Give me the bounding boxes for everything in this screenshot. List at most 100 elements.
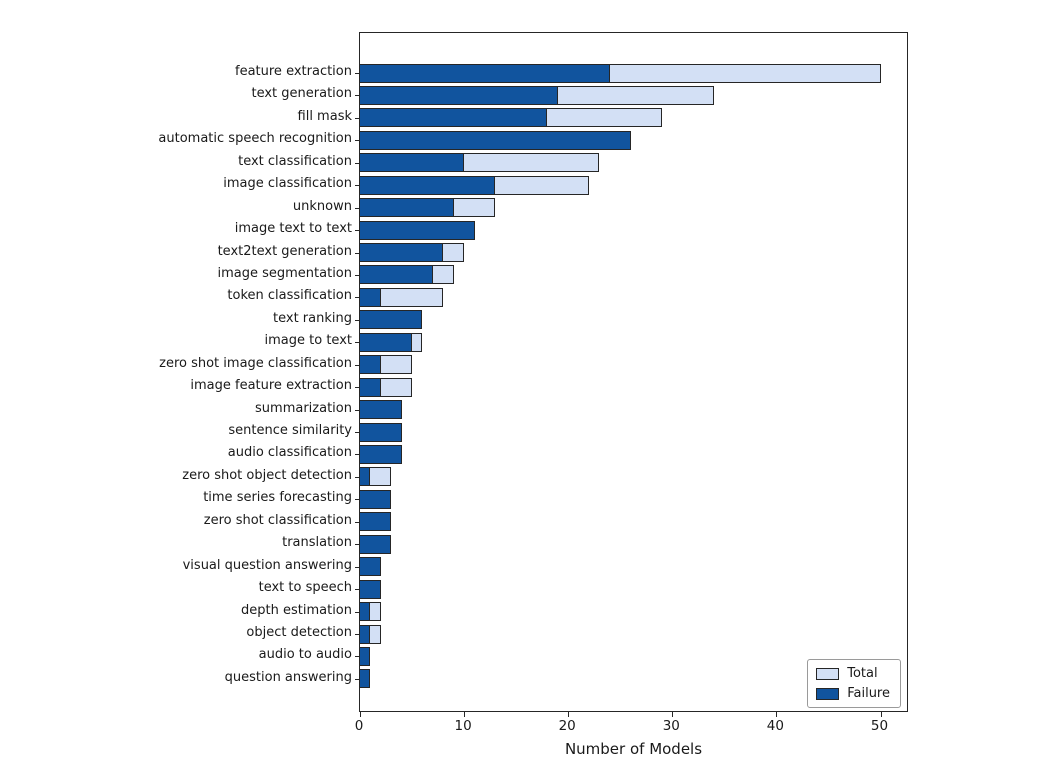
failure-bar — [360, 646, 371, 666]
failure-bar — [360, 63, 610, 83]
y-tick-mark — [355, 611, 359, 613]
category-label: unknown — [292, 198, 352, 214]
y-tick-mark — [355, 566, 359, 568]
category-label: image text to text — [234, 221, 352, 237]
category-label: zero shot classification — [203, 512, 352, 528]
category-label: fill mask — [297, 108, 352, 124]
x-tick-label: 0 — [354, 718, 364, 734]
legend: Total Failure — [807, 659, 901, 708]
category-label: text to speech — [258, 580, 352, 596]
category-label: image to text — [264, 333, 352, 349]
failure-bar — [360, 624, 371, 644]
y-tick-mark — [355, 387, 359, 389]
y-tick-mark — [355, 207, 359, 209]
category-label: image classification — [223, 176, 352, 192]
failure-bar — [360, 579, 381, 599]
y-tick-mark — [355, 342, 359, 344]
category-label: text2text generation — [217, 243, 352, 259]
category-label: audio classification — [227, 445, 352, 461]
legend-entry-failure: Failure — [816, 686, 890, 701]
x-tick-mark — [568, 712, 570, 717]
x-tick-label: 20 — [558, 718, 576, 734]
failure-bar — [360, 512, 392, 532]
y-tick-mark — [355, 678, 359, 680]
x-tick-label: 30 — [662, 718, 680, 734]
failure-bar — [360, 534, 392, 554]
category-label: translation — [282, 535, 352, 551]
x-tick-label: 10 — [454, 718, 472, 734]
category-label: audio to audio — [258, 647, 352, 663]
x-tick-label: 40 — [766, 718, 784, 734]
y-tick-mark — [355, 409, 359, 411]
failure-bar — [360, 153, 465, 173]
y-tick-mark — [355, 252, 359, 254]
legend-label-failure: Failure — [847, 686, 890, 701]
category-label: automatic speech recognition — [158, 131, 352, 147]
failure-bar — [360, 377, 381, 397]
y-tick-mark — [355, 476, 359, 478]
failure-bar — [360, 467, 371, 487]
total-swatch-icon — [816, 667, 840, 680]
category-label: image segmentation — [217, 265, 352, 281]
legend-entry-total: Total — [816, 666, 890, 681]
category-label: depth estimation — [241, 602, 352, 618]
failure-bar — [360, 198, 454, 218]
failure-bar — [360, 489, 392, 509]
total-bar — [360, 287, 444, 307]
failure-bar — [360, 265, 433, 285]
category-label: zero shot object detection — [182, 467, 352, 483]
y-tick-mark — [355, 95, 359, 97]
legend-label-total: Total — [847, 666, 878, 681]
category-label: token classification — [227, 288, 352, 304]
y-tick-mark — [355, 499, 359, 501]
category-label: zero shot image classification — [159, 355, 352, 371]
x-tick-mark — [880, 712, 882, 717]
y-tick-mark — [355, 319, 359, 321]
failure-bar — [360, 332, 413, 352]
y-tick-mark — [355, 274, 359, 276]
plot-area: Total Failure — [355, 32, 908, 717]
category-label: summarization — [255, 400, 352, 416]
failure-bar — [360, 108, 548, 128]
x-tick-label: 50 — [870, 718, 889, 734]
y-tick-mark — [355, 162, 359, 164]
failure-bar — [360, 175, 496, 195]
failure-bar — [360, 557, 381, 577]
failure-bar — [360, 355, 381, 375]
category-label: visual question answering — [182, 557, 352, 573]
x-tick-mark — [672, 712, 674, 717]
failure-bar — [360, 444, 402, 464]
category-label: question answering — [224, 669, 352, 685]
x-tick-mark — [360, 712, 361, 717]
failure-bar — [360, 310, 423, 330]
y-tick-mark — [355, 432, 359, 434]
y-tick-mark — [355, 521, 359, 523]
y-tick-mark — [355, 297, 359, 299]
y-tick-mark — [355, 656, 359, 658]
failure-bar — [360, 400, 402, 420]
y-tick-mark — [355, 185, 359, 187]
y-tick-mark — [355, 230, 359, 232]
category-label: time series forecasting — [203, 490, 352, 506]
category-label: text classification — [238, 153, 352, 169]
failure-bar — [360, 85, 558, 105]
y-tick-mark — [355, 454, 359, 456]
failure-bar — [360, 287, 381, 307]
x-tick-mark — [464, 712, 466, 717]
category-label: text generation — [251, 86, 353, 102]
x-tick-mark — [776, 712, 778, 717]
category-label: sentence similarity — [228, 423, 352, 439]
failure-bar — [360, 602, 371, 622]
category-label: object detection — [246, 625, 352, 640]
category-label: text ranking — [273, 310, 352, 326]
y-tick-mark — [355, 634, 359, 635]
y-tick-mark — [355, 364, 359, 366]
x-axis-title: Number of Models — [564, 740, 703, 758]
y-tick-mark — [355, 117, 359, 119]
y-tick-mark — [355, 73, 359, 74]
failure-bar — [360, 220, 475, 240]
failure-swatch-icon — [816, 687, 840, 700]
failure-bar — [360, 130, 631, 150]
category-label: image feature extraction — [190, 378, 352, 394]
